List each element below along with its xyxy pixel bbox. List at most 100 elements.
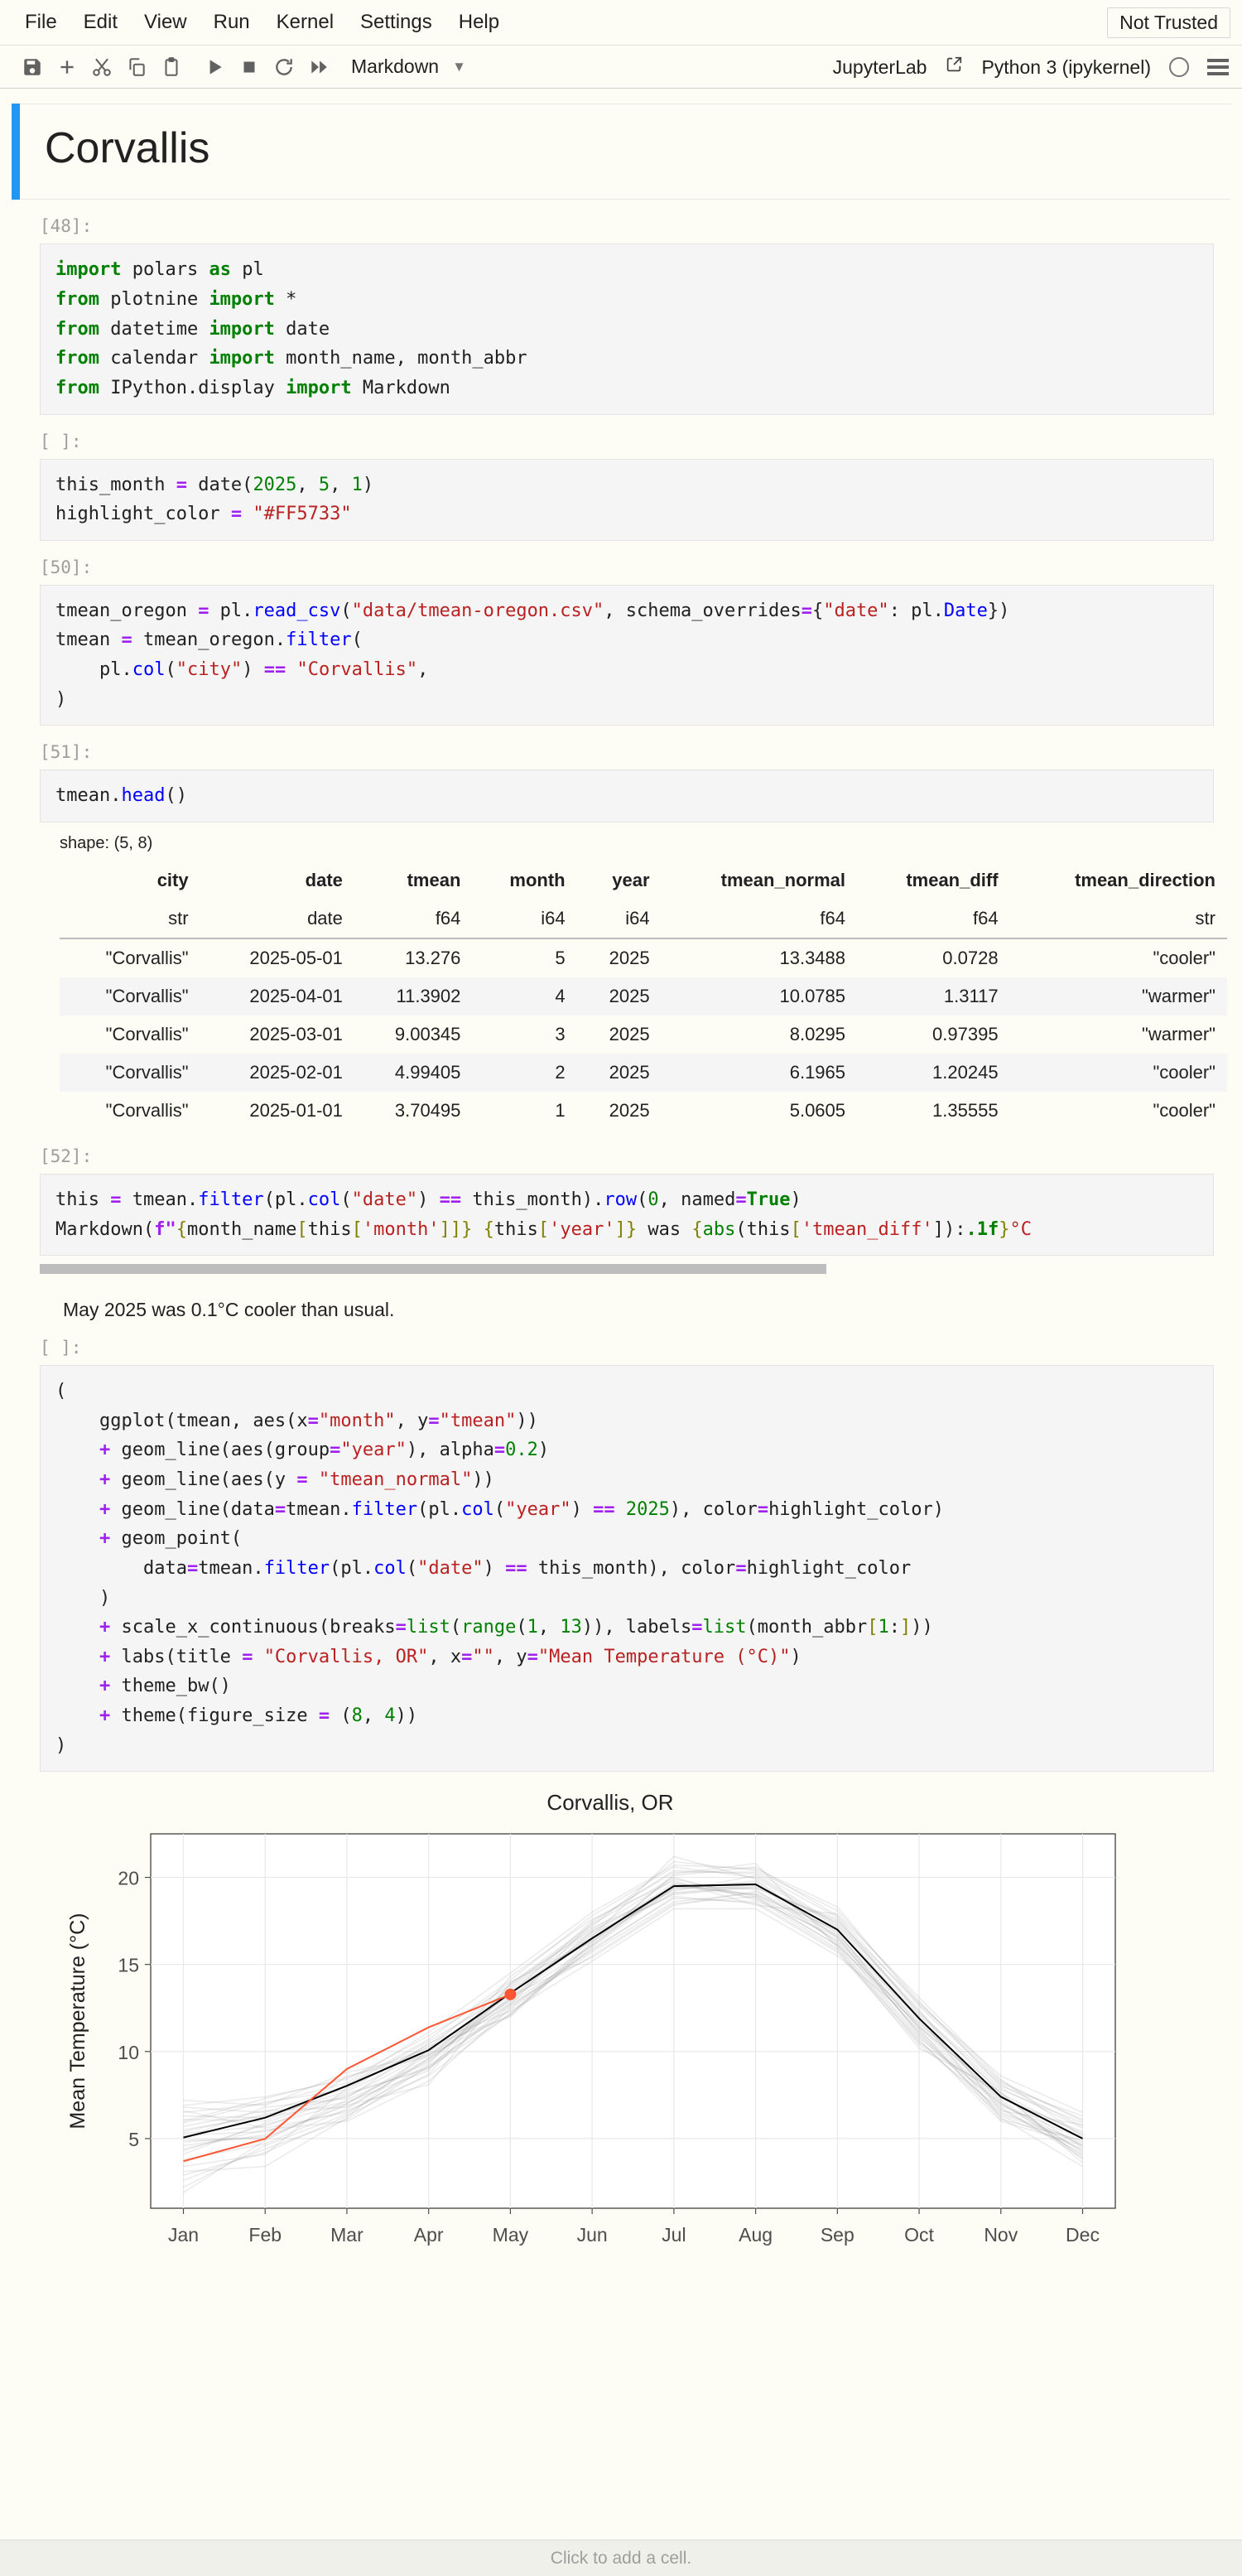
dataframe-cell: 2025 — [609, 985, 650, 1006]
dataframe-output: shape: (5, 8) city date tmean month year tmea… — [60, 822, 1227, 1130]
dataframe-dtype-cell: f64 — [857, 899, 1010, 939]
dataframe-cell: 2025-02-01 — [249, 1061, 343, 1083]
svg-text:Mean Temperature (°C): Mean Temperature (°C) — [66, 1913, 89, 2130]
kernel-status-idle-icon[interactable] — [1169, 57, 1189, 77]
code-cell-50[interactable]: [50]: tmean_oregon = pl.read_csv("data/t… — [20, 541, 1230, 726]
dataframe-dtype-cell: i64 — [576, 899, 662, 939]
svg-text:5: 5 — [128, 2129, 139, 2150]
paste-icon[interactable] — [154, 50, 189, 84]
svg-text:May: May — [493, 2224, 529, 2246]
code-cell-51[interactable]: [51]: tmean.head() shape: (5, 8) city dat… — [20, 726, 1230, 1130]
cell-prompt-51: [51]: — [40, 742, 93, 763]
svg-text:Nov: Nov — [984, 2224, 1018, 2246]
code-horizontal-scrollbar[interactable] — [40, 1264, 826, 1275]
svg-text:Oct: Oct — [904, 2224, 934, 2246]
menu-item-kernel[interactable]: Kernel — [276, 11, 335, 33]
dataframe-cell: 9.00345 — [394, 1023, 461, 1044]
code-input-48[interactable]: import polars as pl from plotnine import… — [40, 244, 1214, 415]
svg-text:15: 15 — [118, 1955, 139, 1976]
dataframe-cell: "cooler" — [1153, 947, 1216, 968]
jupyterlab-label[interactable]: JupyterLab — [832, 55, 927, 78]
run-icon[interactable] — [197, 50, 232, 84]
table-row: "Corvallis" 2025-03-01 9.00345 3 2025 8.0295 0… — [60, 1015, 1227, 1054]
menu-item-edit[interactable]: Edit — [83, 11, 118, 33]
menu-hamburger-icon[interactable] — [1207, 59, 1229, 75]
dataframe-dtype-cell: i64 — [472, 899, 577, 939]
dataframe-cell: 2025 — [609, 1099, 650, 1121]
dataframe-cell: 13.276 — [405, 947, 461, 968]
markdown-output: May 2025 was 0.1°C cooler than usual. — [60, 1274, 1214, 1321]
menu-item-file[interactable]: File — [25, 11, 57, 33]
dataframe-cell: 13.3488 — [779, 947, 846, 968]
kernel-name-label[interactable]: Python 3 (ipykernel) — [981, 55, 1151, 78]
dataframe-cell: 0.97395 — [932, 1023, 999, 1044]
code-text-52: this = tmean.filter(pl.col("date") == th… — [55, 1189, 1033, 1240]
cut-icon[interactable] — [84, 50, 119, 84]
restart-run-all-icon[interactable] — [301, 50, 336, 84]
dataframe-cell: "Corvallis" — [105, 947, 189, 968]
dataframe-column-header: year — [612, 869, 650, 890]
add-cell-footer[interactable]: Click to add a cell. — [0, 2540, 1242, 2576]
markdown-cell-body[interactable]: Corvallis — [20, 104, 1230, 200]
stop-icon[interactable] — [232, 50, 267, 84]
dataframe-cell: "cooler" — [1153, 1099, 1216, 1121]
svg-text:Apr: Apr — [414, 2224, 444, 2246]
trust-status-badge[interactable]: Not Trusted — [1107, 7, 1230, 38]
menu-item-settings[interactable]: Settings — [360, 11, 432, 33]
dataframe-column-header: month — [509, 869, 566, 890]
cell-prompt-ggplot: [ ]: — [40, 1338, 82, 1358]
cell-type-value: Markdown — [351, 55, 440, 77]
notebook-panel: Corvallis [48]: import polars as pl from… — [0, 89, 1242, 2522]
dataframe-shape-label: shape: (5, 8) — [60, 833, 153, 852]
menu-item-view[interactable]: View — [144, 11, 187, 33]
external-link-icon[interactable] — [945, 55, 963, 79]
restart-icon[interactable] — [267, 50, 301, 84]
dataframe-table: city date tmean month year tmean_normal tmean_… — [60, 861, 1227, 1130]
dataframe-cell: 1.35555 — [932, 1099, 999, 1121]
dataframe-cell: "warmer" — [1142, 985, 1216, 1006]
add-cell-icon[interactable] — [50, 50, 84, 84]
svg-text:Feb: Feb — [248, 2224, 282, 2246]
code-cell-ggplot[interactable]: [ ]: ( ggplot(tmean, aes(x="month", y="t… — [20, 1321, 1230, 2270]
menu-item-help[interactable]: Help — [458, 11, 500, 33]
dataframe-cell: 0.0728 — [942, 947, 999, 968]
code-cell-52[interactable]: [52]: this = tmean.filter(pl.col("date")… — [20, 1130, 1230, 1321]
svg-text:Jun: Jun — [577, 2224, 608, 2246]
svg-text:10: 10 — [118, 2042, 139, 2063]
dataframe-cell: 2025-01-01 — [249, 1099, 343, 1121]
save-icon[interactable] — [15, 50, 50, 84]
toolbar-right-group: JupyterLab Python 3 (ipykernel) — [833, 46, 1229, 89]
cell-prompt-52: [52]: — [40, 1146, 93, 1166]
dataframe-cell: 6.1965 — [789, 1061, 846, 1083]
dataframe-cell: 3 — [555, 1023, 566, 1044]
dataframe-cell: 2025 — [609, 1023, 650, 1044]
code-input-this-month[interactable]: this_month = date(2025, 5, 1) highlight_… — [40, 458, 1214, 541]
dataframe-cell: 8.0295 — [789, 1023, 846, 1044]
code-text-ggplot: ( ggplot(tmean, aes(x="month", y="tmean"… — [55, 1381, 944, 1756]
cell-prompt-50: [50]: — [40, 557, 93, 577]
code-input-52[interactable]: this = tmean.filter(pl.col("date") == th… — [40, 1173, 1214, 1257]
dataframe-cell: 2025-04-01 — [249, 985, 343, 1006]
dataframe-cell: 3.70495 — [394, 1099, 461, 1121]
dataframe-cell: 1.3117 — [943, 985, 999, 1006]
menu-item-run[interactable]: Run — [213, 11, 250, 33]
code-input-50[interactable]: tmean_oregon = pl.read_csv("data/tmean-o… — [40, 584, 1214, 726]
markdown-cell-title[interactable]: Corvallis — [12, 104, 1230, 200]
dataframe-cell: 2025-03-01 — [249, 1023, 343, 1044]
svg-text:Jan: Jan — [168, 2224, 199, 2246]
copy-icon[interactable] — [119, 50, 154, 84]
dataframe-cell: 2025 — [609, 1061, 650, 1083]
dataframe-cell: 2 — [555, 1061, 566, 1083]
code-cell-this-month[interactable]: [ ]: this_month = date(2025, 5, 1) highl… — [20, 415, 1230, 541]
svg-text:Mar: Mar — [330, 2224, 363, 2246]
code-input-ggplot[interactable]: ( ggplot(tmean, aes(x="month", y="tmean"… — [40, 1365, 1214, 1773]
code-text-48: import polars as pl from plotnine import… — [55, 259, 527, 398]
svg-text:Jul: Jul — [662, 2224, 686, 2246]
dataframe-cell: 1.20245 — [932, 1061, 999, 1083]
dataframe-cell: 5.0605 — [789, 1099, 846, 1121]
code-input-51[interactable]: tmean.head() — [40, 769, 1214, 822]
code-text-50: tmean_oregon = pl.read_csv("data/tmean-o… — [55, 600, 1010, 710]
markdown-output-text: May 2025 was 0.1°C cooler than usual. — [63, 1299, 395, 1321]
code-cell-48[interactable]: [48]: import polars as pl from plotnine … — [20, 200, 1230, 415]
cell-type-dropdown[interactable]: Markdown ▼ — [351, 55, 466, 78]
